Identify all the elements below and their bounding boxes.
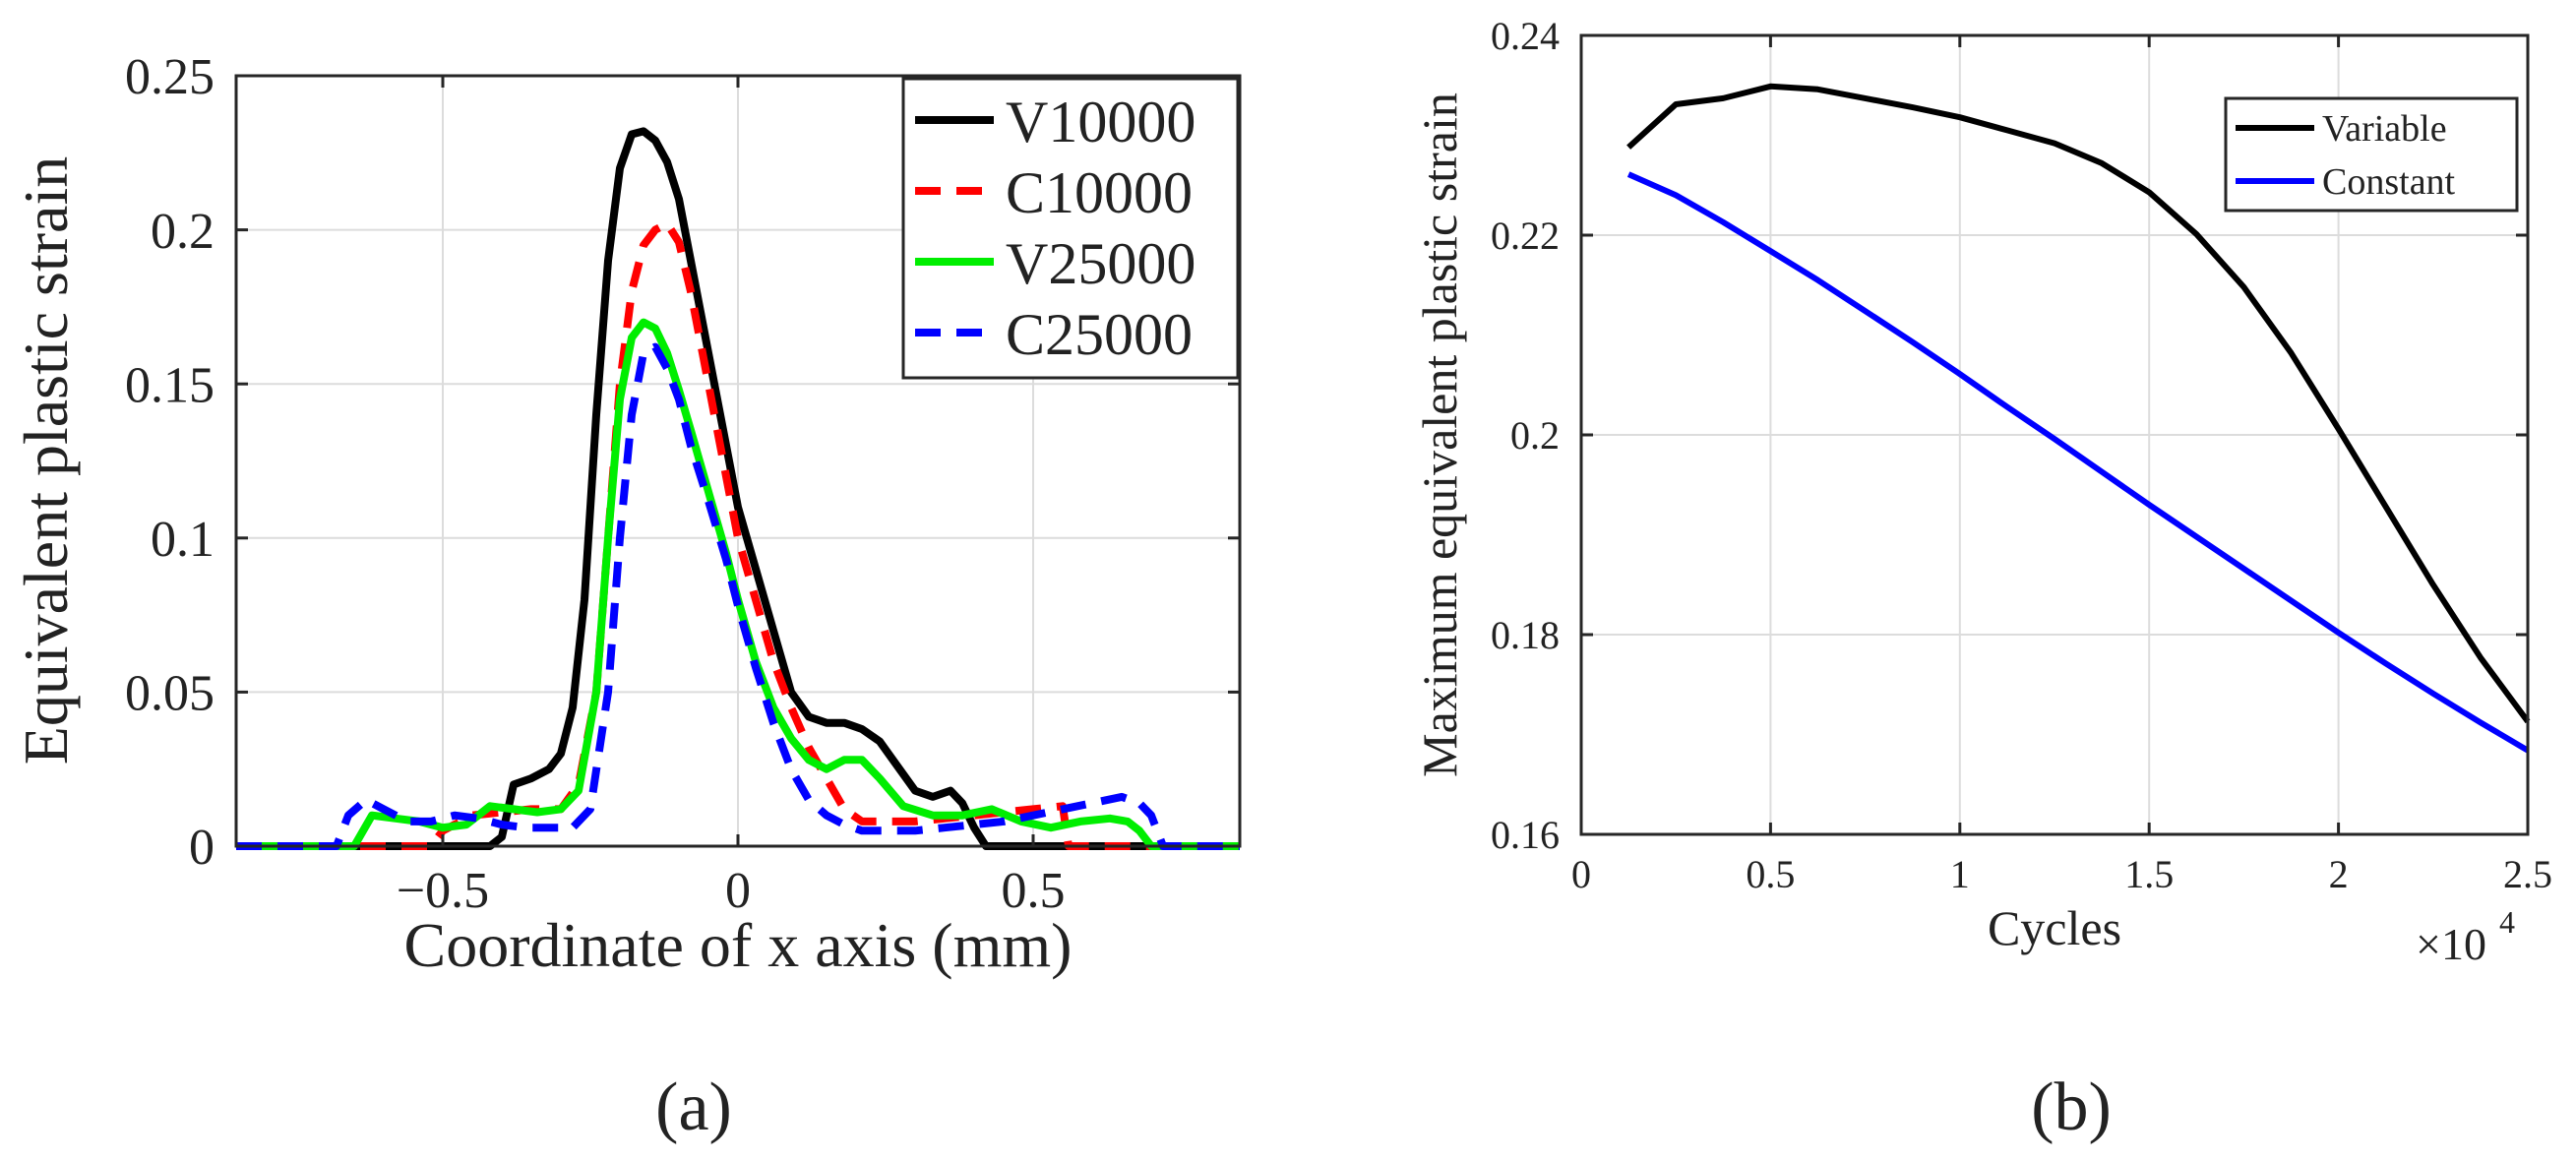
b-y-tick-label: 0.16	[1491, 813, 1560, 857]
panel-b-tick-labels: 0 0.5 1 1.5 2 2.5 0.16 0.18 0.2 0.22 0.24	[1491, 14, 2552, 896]
panel-b-label: (b)	[2031, 1070, 2112, 1145]
b-x-tick-label: 0.5	[1746, 852, 1795, 896]
panel-b-y-axis-label: Maximum equivalent plastic strain	[1412, 92, 1467, 777]
a-y-tick-label: 0.1	[151, 512, 215, 568]
b-x-tick-label: 1.5	[2124, 852, 2174, 896]
a-y-tick-label: 0.05	[125, 666, 215, 722]
panel-a-tick-labels: −0.5 0 0.5 0 0.05 0.1 0.15 0.2 0.25	[125, 49, 1066, 919]
series-line-constant	[1626, 171, 2530, 754]
legend-label-variable: Variable	[2322, 108, 2447, 150]
b-y-tick-label: 0.22	[1491, 214, 1560, 258]
a-y-tick-label: 0.25	[125, 49, 215, 105]
panel-a-series	[236, 127, 1240, 850]
series-line-c25000	[236, 342, 1240, 850]
panel-b-series	[1626, 83, 2531, 754]
b-y-tick-label: 0.18	[1491, 613, 1560, 657]
panel-b-x-multiplier: ×10 4	[2416, 904, 2515, 969]
b-y-tick-label: 0.24	[1491, 14, 1560, 58]
panel-a-chart: −0.5 0 0.5 0 0.05 0.1 0.15 0.2 0.25 Coordinate o…	[11, 49, 1242, 1145]
a-y-tick-label: 0.2	[151, 204, 215, 260]
panel-b-x-axis-label: Cycles	[1988, 900, 2121, 955]
a-y-tick-label: 0	[189, 820, 215, 876]
legend-label-c25000: C25000	[1006, 302, 1193, 367]
b-x-tick-label: 1	[1950, 852, 1970, 896]
legend-label-v25000: V25000	[1006, 231, 1196, 296]
panel-a-label: (a)	[655, 1070, 732, 1145]
series-line-v10000	[236, 127, 1240, 850]
panel-a-legend: V10000 C10000 V25000 C25000	[901, 77, 1240, 380]
b-x-tick-label: 2	[2329, 852, 2349, 896]
panel-b-x-multiplier-exponent: 4	[2499, 904, 2515, 940]
panel-a-x-axis-label: Coordinate of x axis (mm)	[404, 910, 1073, 980]
series-line-variable	[1626, 83, 2531, 724]
panel-b-legend: Variable Constant	[2224, 96, 2519, 213]
legend-label-constant: Constant	[2322, 161, 2456, 203]
legend-label-v10000: V10000	[1006, 90, 1196, 154]
panel-a-y-axis-label: Equivalent plastic strain	[11, 156, 81, 765]
panel-a-legend-box	[901, 77, 1240, 380]
b-x-tick-label: 2.5	[2503, 852, 2552, 896]
panel-b-x-multiplier-base: ×10	[2416, 919, 2486, 969]
panel-b-ticks	[1579, 33, 2530, 836]
legend-label-c10000: C10000	[1006, 160, 1193, 225]
panel-b-legend-box	[2224, 96, 2519, 213]
a-x-tick-label: 0.5	[1002, 863, 1066, 919]
b-x-tick-label: 0	[1571, 852, 1591, 896]
a-x-tick-label: −0.5	[397, 863, 489, 919]
b-y-tick-label: 0.2	[1510, 413, 1560, 458]
a-y-tick-label: 0.15	[125, 357, 215, 413]
a-x-tick-label: 0	[725, 863, 751, 919]
panel-b-chart: 0 0.5 1 1.5 2 2.5 0.16 0.18 0.2 0.22 0.24 Cycles M…	[1412, 14, 2552, 1145]
